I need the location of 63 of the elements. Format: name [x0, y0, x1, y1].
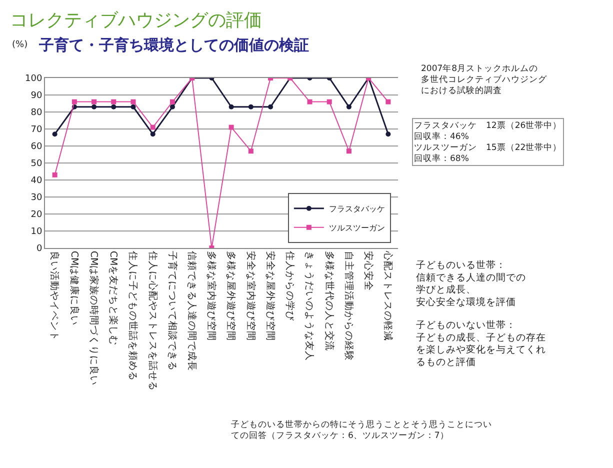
legend-label: ツルスツーガン: [328, 224, 385, 233]
y-tick-label: 10: [30, 227, 42, 238]
x-tick-label: CMは健康に良い: [68, 250, 80, 326]
point: [130, 99, 136, 104]
point: [326, 99, 332, 104]
point: [72, 99, 77, 104]
x-tick-label: 自主管理活動からの経験: [342, 250, 355, 361]
y-tick-label: 100: [25, 74, 42, 84]
chart-subtitle: 子育て・子育ち環境としての価値の検証: [38, 36, 309, 54]
point: [111, 104, 116, 110]
y-tick-label: 90: [30, 91, 42, 102]
x-tick-label: 多様な室内遊び空間: [206, 250, 218, 341]
legend-label: フラスタバッケ: [328, 204, 385, 214]
text: フラスタバッケ 12票（26世帯中）回収率：46%ツルスツーガン 15票（22世帯中）回収率：68%: [414, 120, 562, 164]
point: [52, 132, 58, 137]
point: [268, 104, 274, 110]
y-tick-label: 70: [30, 125, 42, 136]
point: [346, 104, 352, 110]
point: [92, 104, 97, 110]
y-tick-label: 30: [30, 193, 42, 204]
point: [111, 99, 116, 104]
y-tick-label: 60: [30, 142, 42, 152]
point: [150, 132, 156, 137]
x-tick-label: CMを友だちと楽しむ: [108, 250, 120, 346]
point: [170, 104, 175, 110]
point: [248, 148, 254, 154]
x-tick-label: 安全な屋外遊び空間: [264, 250, 276, 341]
y-tick-label: 40: [30, 176, 42, 186]
point: [52, 172, 58, 178]
y-tick-label: 0: [36, 244, 42, 254]
x-tick-label: 住人に心配やストレスを話せる: [146, 250, 159, 391]
y-tick-label: 50: [30, 159, 42, 170]
text: 2007年8月ストックホルムの多世代コレクティブハウジングにおける試験的調査: [421, 63, 548, 96]
x-tick-label: 信頼できる人達の間で成長: [186, 250, 198, 371]
x-tick-label: 子育てについて相談できる: [166, 250, 178, 371]
x-tick-label: 住人に子どもの世話を頼める: [127, 250, 140, 381]
x-tick-label: 多様な屋外遊び空間: [225, 250, 238, 341]
point: [386, 99, 391, 104]
x-tick-label: 住人からの学び: [284, 250, 296, 322]
x-tick-label: きょうだいのような友人: [304, 250, 315, 361]
point: [170, 99, 175, 104]
point: [346, 148, 352, 154]
x-tick-label: 良い活動やイベント: [48, 250, 61, 341]
point: [248, 104, 254, 110]
x-tick-label: 心配ストレスの軽減: [382, 250, 394, 341]
chart-title: コレクティブハウジングの評価: [10, 10, 262, 31]
point: [130, 104, 136, 110]
x-tick-label: CMは家族の時間づくりに良い: [88, 250, 100, 386]
x-tick-label: 安心安全: [362, 250, 374, 291]
y-axis-title: (%): [12, 40, 28, 50]
point: [150, 124, 156, 130]
point: [228, 124, 234, 130]
text: 子どものいる世帯：信頼できる人達の間での学びと成長、安心安全な環境を評価: [416, 259, 526, 308]
point: [307, 99, 312, 104]
text: 子どものいる世帯からの特にそう思うこととそう思うことについての回答（フラスタバッケ：6、ツルスツーガン：7）: [231, 419, 492, 442]
y-tick-label: 20: [30, 210, 42, 220]
point: [92, 99, 97, 104]
x-tick-label: 多様な世代の人と交流: [323, 250, 336, 351]
text: 子どものいない世帯：子どもの成長、子どもの存在を楽しみや変化を与えてくれるものと評価: [416, 319, 546, 368]
point: [228, 104, 234, 110]
y-tick-label: 80: [30, 108, 42, 118]
x-tick-label: 安全な室内遊び空間: [244, 250, 257, 341]
point: [386, 132, 391, 137]
